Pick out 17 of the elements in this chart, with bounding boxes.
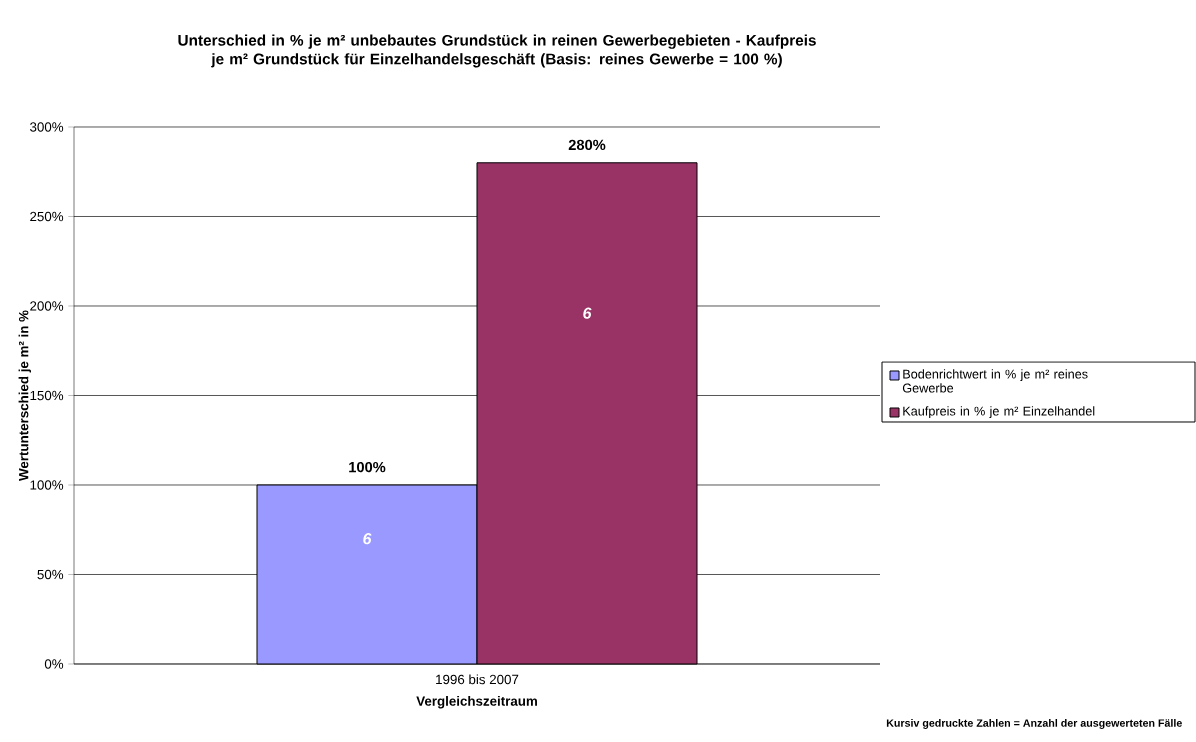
text: Kursiv gedruckte Zahlen = Anzahl der ausgewerteten Fälle: [886, 718, 1182, 729]
y-tick-label: 250%: [30, 211, 64, 222]
data-label: 100%: [349, 461, 386, 473]
chart-title: Unterschied in % je m² unbebautes Grundstück in reinen Gewerbegebieten - Kaufpreis je m² Grundstück für Einzelhandelsgeschäft (Basis: reines Gewerbe = 100 %): [178, 34, 816, 68]
legend-label: Kaufpreis in % je m² Einzelhandel: [903, 406, 1095, 419]
x-tick-label: 1996 bis 2007: [436, 674, 519, 685]
y-tick-label: 150%: [30, 390, 64, 401]
y-tick-label: 0%: [44, 659, 64, 669]
y-tick-label: 200%: [30, 301, 64, 311]
legend-label: Bodenrichtwert in % je m² reines Gewerbe: [902, 369, 1088, 393]
data-label: 280%: [568, 139, 606, 151]
y-tick-label: 300%: [30, 122, 64, 132]
x-axis-title: Vergleichszeitraum: [416, 696, 537, 709]
y-tick-label: 100%: [30, 480, 64, 490]
y-tick-label: 50%: [37, 569, 64, 580]
annotation: 6: [363, 533, 372, 545]
annotation: 6: [583, 307, 592, 319]
